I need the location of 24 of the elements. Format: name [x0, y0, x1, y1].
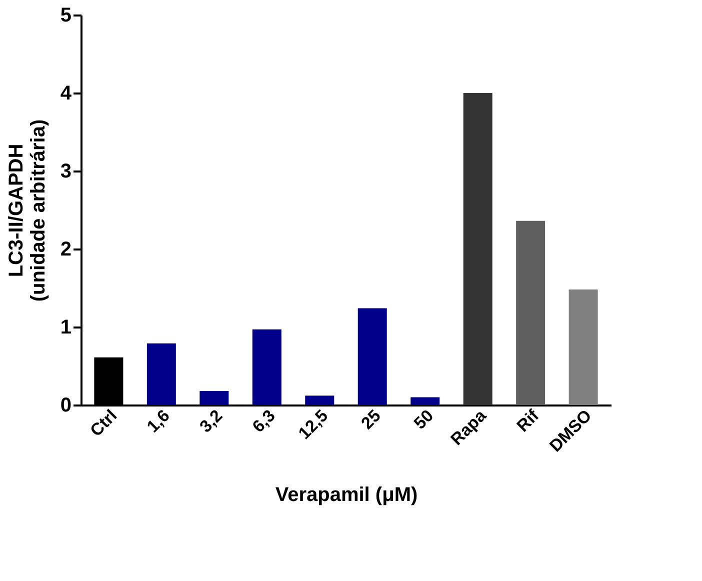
bar [516, 220, 546, 405]
bar [410, 397, 440, 405]
x-tick-label: 6,3 [248, 406, 279, 436]
x-tick-label: 25 [358, 406, 384, 433]
x-axis-title: Verapamil (μM) [275, 484, 418, 506]
bar [200, 390, 229, 405]
x-tick-label: 3,2 [196, 406, 226, 436]
y-tick-label: 5 [60, 4, 72, 26]
y-tick-label: 2 [60, 238, 72, 260]
bar [252, 329, 282, 405]
x-tick-label: 1,6 [143, 406, 174, 436]
bar [358, 308, 387, 405]
y-tick-label: 0 [60, 394, 72, 416]
bar [305, 396, 334, 405]
y-tick-label: 1 [60, 316, 72, 338]
x-tick-label: Ctrl [86, 406, 121, 440]
x-tick-label: Rif [513, 406, 543, 436]
bar [568, 290, 598, 405]
y-axis-title: LC3-II/GAPDH (unidade arbitrária) [5, 119, 50, 302]
bar [146, 343, 176, 405]
y-tick-label: 4 [60, 82, 72, 104]
y-tick-label: 3 [60, 160, 72, 182]
bar [463, 93, 492, 405]
x-tick-label: 50 [410, 406, 438, 433]
